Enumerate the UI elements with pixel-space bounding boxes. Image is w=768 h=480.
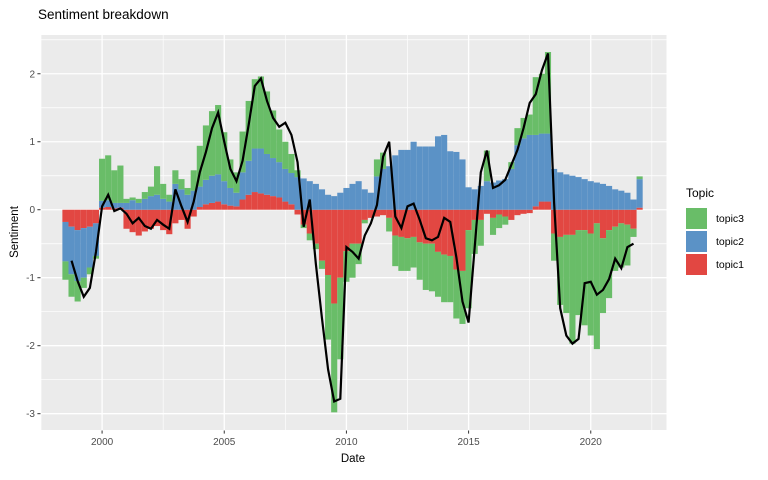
topic2-label: topic2 [716,235,745,248]
svg-text:2005: 2005 [213,437,236,448]
topic3-label: topic3 [716,212,745,225]
y-axis-title: Sentiment [9,206,21,258]
sentiment-line [70,52,635,404]
svg-text:-1: -1 [26,273,35,284]
chart-title: Sentiment breakdown [38,7,169,22]
legend: Topic topic3 topic2 topic1 [686,186,744,276]
legend-item-topic1: topic1 [686,253,744,276]
legend-title: Topic [686,186,715,200]
svg-text:-2: -2 [26,341,35,352]
topic1-swatch [686,254,707,275]
topic3-swatch [686,208,707,229]
svg-text:2015: 2015 [457,437,480,448]
legend-item-topic3: topic3 [686,207,744,230]
svg-text:2020: 2020 [580,437,603,448]
svg-text:1: 1 [29,137,35,148]
topic1-label: topic1 [716,258,745,271]
svg-text:-3: -3 [26,409,35,420]
x-axis-title: Date [340,453,366,465]
tick-labels: 2000 2005 2010 2015 2020 2 1 0 -1 -2 -3 [26,69,602,448]
svg-text:2010: 2010 [335,437,358,448]
svg-text:0: 0 [29,205,35,216]
bars [62,51,643,413]
svg-text:2: 2 [29,69,35,80]
legend-item-topic2: topic2 [686,230,744,253]
svg-text:2000: 2000 [91,437,114,448]
topic2-swatch [686,231,707,252]
axis-ticks [37,73,592,434]
